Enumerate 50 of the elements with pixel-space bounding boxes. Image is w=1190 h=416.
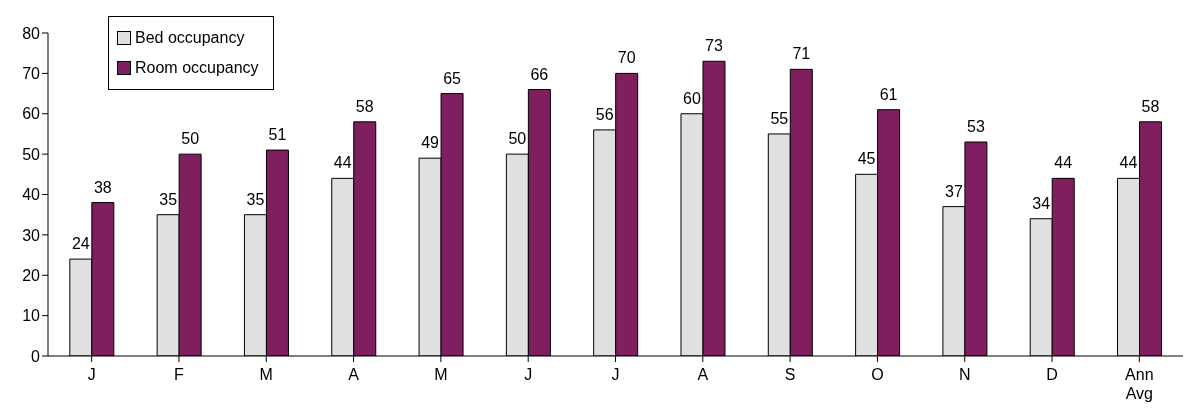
data-label: 61 [879, 85, 898, 103]
data-label: 60 [683, 89, 701, 107]
data-label: 71 [792, 45, 811, 63]
x-tick-label: D [1046, 366, 1058, 383]
y-tick-label: 10 [22, 307, 41, 325]
x-tick-label: N [958, 366, 971, 383]
data-label: 50 [508, 130, 527, 148]
data-label: 34 [1032, 194, 1051, 212]
data-label: 55 [770, 109, 789, 127]
data-label: 44 [1054, 154, 1073, 172]
data-label: 44 [1119, 154, 1138, 172]
data-label: 35 [246, 190, 265, 208]
data-label: 44 [333, 154, 352, 172]
data-label: 73 [705, 37, 723, 55]
x-tick-label: J [87, 366, 96, 383]
x-tick-label: O [871, 366, 884, 383]
data-label: 50 [181, 130, 200, 148]
y-tick-label: 50 [22, 145, 41, 163]
legend-label: Room occupancy [135, 58, 259, 78]
y-tick-label: 40 [22, 186, 41, 204]
data-label: 38 [93, 178, 112, 196]
y-tick-label: 20 [22, 266, 41, 284]
legend-label: Bed occupancy [135, 28, 245, 48]
x-tick-label: M [434, 366, 448, 383]
x-tick-label: Ann Avg [1125, 366, 1154, 402]
data-label: 35 [159, 190, 178, 208]
data-label: 49 [421, 134, 440, 152]
x-tick-label: J [524, 366, 533, 383]
data-label: 66 [530, 65, 549, 83]
x-tick-label: A [348, 366, 360, 383]
data-label: 37 [945, 182, 963, 200]
data-label: 58 [1141, 97, 1160, 115]
data-label: 56 [595, 105, 614, 123]
y-tick-label: 30 [22, 226, 41, 244]
data-label: 70 [617, 49, 636, 67]
data-label: 45 [857, 150, 876, 168]
data-label: 51 [268, 126, 287, 144]
x-tick-label: M [259, 366, 273, 383]
data-label: 24 [71, 235, 90, 253]
x-tick-label: A [697, 366, 709, 383]
x-tick-label: S [784, 366, 796, 383]
data-label: 65 [443, 69, 462, 87]
y-tick-label: 60 [22, 105, 41, 123]
y-tick-label: 80 [22, 24, 41, 42]
y-tick-label: 70 [22, 65, 41, 83]
x-tick-label: J [611, 366, 620, 383]
data-label: 53 [967, 118, 985, 136]
x-tick-label: F [174, 366, 185, 383]
data-label: 58 [355, 97, 374, 115]
y-tick-label: 0 [31, 347, 41, 365]
